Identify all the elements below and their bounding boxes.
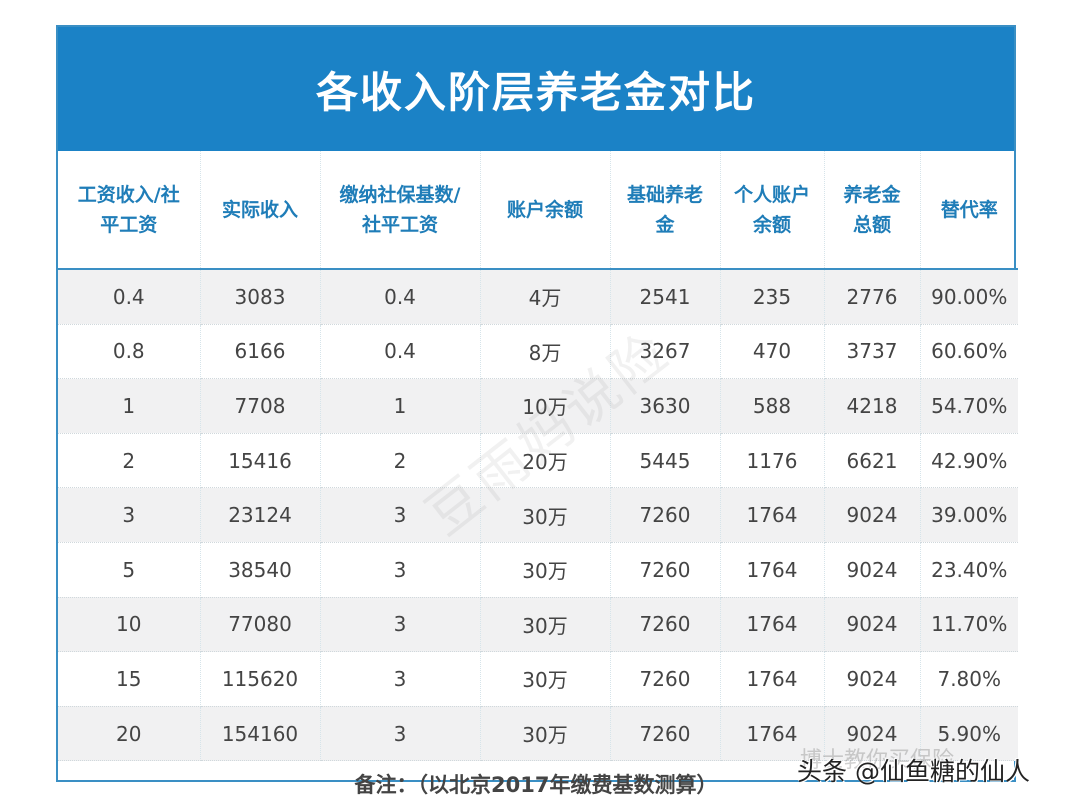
table-cell: 2776 <box>824 269 921 325</box>
table-cell: 7.80% <box>920 651 1018 707</box>
table-row: 2 15416 2 20万 5445 1176 6621 42.90% <box>58 433 1018 489</box>
table-cell: 1764 <box>720 597 825 653</box>
header-row: 工资收入/社 平工资 实际收入 缴纳社保基数/社平工资 账户余额 基础养老金个人账户 余额养… <box>58 151 1018 270</box>
table-cell: 7260 <box>610 651 721 707</box>
table-cell: 0.8 <box>58 324 201 380</box>
table-cell: 3 <box>320 651 481 707</box>
table-cell: 38540 <box>200 542 321 598</box>
table-cell: 2 <box>320 433 481 489</box>
table-cell: 7260 <box>610 487 721 543</box>
table-cell: 9024 <box>824 542 921 598</box>
table-cell: 1 <box>320 378 481 434</box>
table-cell: 5445 <box>610 433 721 489</box>
table-cell: 10 <box>58 597 201 653</box>
table-cell: 5.90% <box>920 706 1018 762</box>
column-header: 个人账户 余额 <box>720 151 825 270</box>
table-cell: 54.70% <box>920 378 1018 434</box>
table-cell: 23.40% <box>920 542 1018 598</box>
table-cell: 154160 <box>200 706 321 762</box>
table-cell: 1176 <box>720 433 825 489</box>
table-cell: 0.4 <box>58 269 201 325</box>
pension-table: 工资收入/社 平工资 实际收入 缴纳社保基数/社平工资 账户余额 基础养老金个人账户 余额养… <box>58 151 1018 762</box>
table-cell: 15 <box>58 651 201 707</box>
table-row: 10 77080 3 30万 7260 1764 9024 11.70% <box>58 597 1018 653</box>
table-cell: 42.90% <box>920 433 1018 489</box>
table-row: 5 38540 3 30万 7260 1764 9024 23.40% <box>58 542 1018 598</box>
faint-source-watermark: 博士教你买保险 <box>800 748 955 773</box>
table-cell: 20万 <box>480 433 611 489</box>
column-header: 实际收入 <box>200 151 321 270</box>
table-cell: 3 <box>320 542 481 598</box>
table-cell: 9024 <box>824 706 921 762</box>
table-cell: 15416 <box>200 433 321 489</box>
table-row: 15 115620 3 30万 7260 1764 9024 7.80% <box>58 651 1018 707</box>
table-cell: 3 <box>320 487 481 543</box>
table-cell: 7260 <box>610 706 721 762</box>
table-cell: 11.70% <box>920 597 1018 653</box>
table-cell: 10万 <box>480 378 611 434</box>
column-header: 账户余额 <box>480 151 611 270</box>
table-cell: 30万 <box>480 542 611 598</box>
table-cell: 4218 <box>824 378 921 434</box>
table-cell: 77080 <box>200 597 321 653</box>
table-cell: 30万 <box>480 706 611 762</box>
table-row: 1 7708 1 10万 3630 588 4218 54.70% <box>58 378 1018 434</box>
table-cell: 3737 <box>824 324 921 380</box>
table-cell: 1764 <box>720 542 825 598</box>
table-cell: 1 <box>58 378 201 434</box>
table-row: 0.8 6166 0.4 8万 3267 470 3737 60.60% <box>58 324 1018 380</box>
table-cell: 30万 <box>480 651 611 707</box>
table-cell: 7260 <box>610 597 721 653</box>
table-cell: 6621 <box>824 433 921 489</box>
footer-note: 备注：（以北京2017年缴费基数测算） <box>354 773 718 798</box>
table-cell: 3 <box>320 597 481 653</box>
table-cell: 115620 <box>200 651 321 707</box>
table-cell: 7708 <box>200 378 321 434</box>
table-cell: 3083 <box>200 269 321 325</box>
table-cell: 0.4 <box>320 324 481 380</box>
table-cell: 2 <box>58 433 201 489</box>
table-row: 3 23124 3 30万 7260 1764 9024 39.00% <box>58 487 1018 543</box>
table-cell: 30万 <box>480 597 611 653</box>
table-cell: 23124 <box>200 487 321 543</box>
table-cell: 1764 <box>720 487 825 543</box>
table-cell: 6166 <box>200 324 321 380</box>
table-cell: 4万 <box>480 269 611 325</box>
table-row: 20 154160 3 30万 7260 1764 9024 5.90% <box>58 706 1018 762</box>
table-cell: 7260 <box>610 542 721 598</box>
table-cell: 588 <box>720 378 825 434</box>
column-header: 替代率 <box>920 151 1018 270</box>
table-cell: 235 <box>720 269 825 325</box>
table-cell: 9024 <box>824 651 921 707</box>
pension-comparison-table-card: 各收入阶层养老金对比 工资收入/社 平工资 实际收入 缴纳社保基数/社平工资 账户余额基… <box>56 25 1018 797</box>
table-cell: 8万 <box>480 324 611 380</box>
table-cell: 9024 <box>824 597 921 653</box>
table-cell: 3 <box>320 706 481 762</box>
table-row: 0.4 3083 0.4 4万 2541 235 2776 90.00% <box>58 269 1018 325</box>
table-cell: 30万 <box>480 487 611 543</box>
table-cell: 90.00% <box>920 269 1018 325</box>
table-cell: 9024 <box>824 487 921 543</box>
column-header: 工资收入/社 平工资 <box>58 151 201 270</box>
table-cell: 470 <box>720 324 825 380</box>
table-cell: 3630 <box>610 378 721 434</box>
title-band: 各收入阶层养老金对比 <box>58 27 1014 151</box>
table-cell: 1764 <box>720 706 825 762</box>
source-watermark: 头条 @仙鱼糖的仙人 <box>797 757 1030 786</box>
column-header: 缴纳社保基数/社平工资 <box>320 151 481 270</box>
column-header: 基础养老金 <box>610 151 721 270</box>
table-cell: 1764 <box>720 651 825 707</box>
table-cell: 3 <box>58 487 201 543</box>
table-cell: 3267 <box>610 324 721 380</box>
table-title: 各收入阶层养老金对比 <box>315 67 756 117</box>
table-cell: 60.60% <box>920 324 1018 380</box>
table-cell: 20 <box>58 706 201 762</box>
table-cell: 0.4 <box>320 269 481 325</box>
table-cell: 39.00% <box>920 487 1018 543</box>
table-cell: 5 <box>58 542 201 598</box>
column-header: 养老金 总额 <box>824 151 921 270</box>
table-cell: 2541 <box>610 269 721 325</box>
